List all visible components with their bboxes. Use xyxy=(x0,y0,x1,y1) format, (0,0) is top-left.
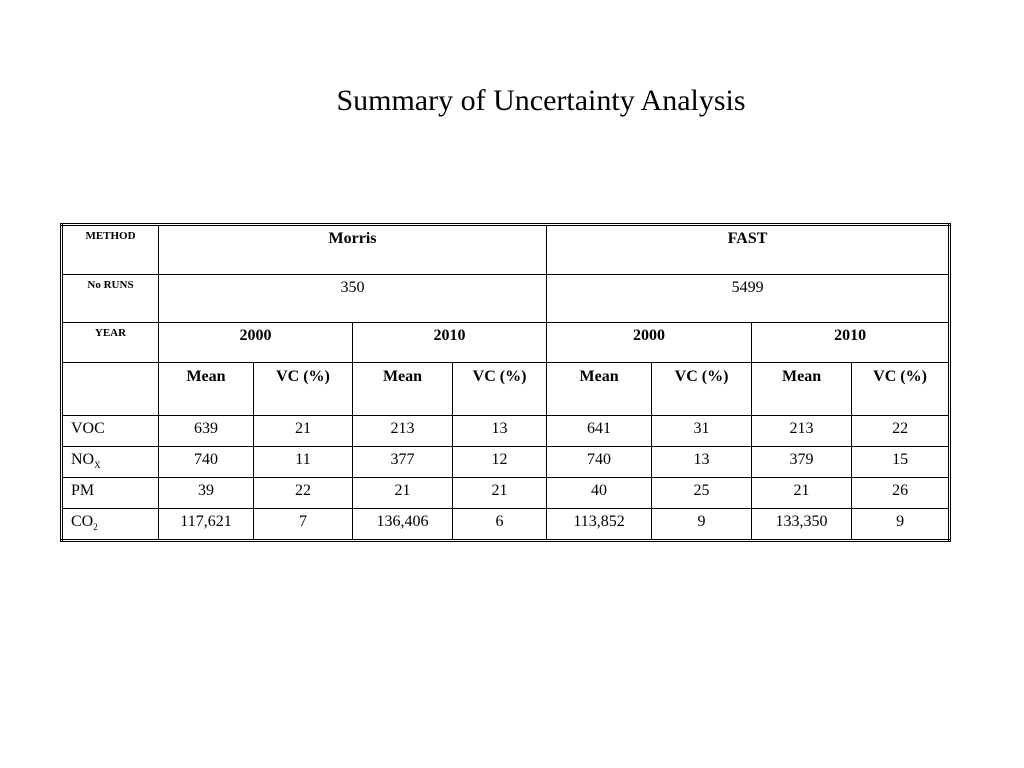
value-cell: 13 xyxy=(651,446,753,478)
stat-header: Mean xyxy=(546,362,653,416)
uncertainty-table: METHOD Morris FAST No RUNS 350 5499 YEAR… xyxy=(60,223,952,542)
value-cell: 25 xyxy=(651,477,753,509)
value-cell: 40 xyxy=(546,477,653,509)
value-cell: 9 xyxy=(651,508,753,541)
row-label-text: CO xyxy=(71,513,94,530)
runs: 350 xyxy=(157,274,548,323)
data-row: VOC 639 21 213 13 641 31 213 22 xyxy=(61,415,951,447)
row-label-text: PM xyxy=(71,482,95,499)
year: 2000 xyxy=(158,322,353,363)
value-cell: 31 xyxy=(651,415,753,447)
value-cell: 12 xyxy=(451,446,548,478)
row-label-text: VOC xyxy=(71,420,105,437)
runs-row: No RUNS 350 5499 xyxy=(61,274,951,323)
value-cell: 213 xyxy=(352,415,453,447)
method: FAST xyxy=(546,224,951,275)
row-label: CO2 xyxy=(61,508,159,541)
data-row: PM 39 22 21 21 40 25 21 26 xyxy=(61,477,951,509)
value-cell: 377 xyxy=(352,446,453,478)
stat-row: Mean VC (%) Mean VC (%) Mean VC (%) Mean VC (%) xyxy=(61,362,951,416)
value-cell: 22 xyxy=(851,415,951,447)
year-label: YEAR xyxy=(61,322,159,363)
row-label-text: NO xyxy=(71,451,95,468)
row-label: VOC xyxy=(61,415,159,447)
value-cell: 740 xyxy=(546,446,653,478)
value-cell: 133,350 xyxy=(751,508,853,541)
value-cell: 379 xyxy=(751,446,853,478)
stat-header: Mean xyxy=(751,362,853,416)
method-label: METHOD xyxy=(61,224,159,275)
data-row: CO2 117,621 7 136,406 6 113,852 9 133,350 9 xyxy=(61,508,951,541)
value-cell: 740 xyxy=(158,446,254,478)
value-cell: 213 xyxy=(751,415,853,447)
stat-header: VC (%) xyxy=(851,362,951,416)
year: 2010 xyxy=(351,322,548,363)
data-row: NOX 740 11 377 12 740 13 379 15 xyxy=(61,446,951,478)
slide-title: Summary of Uncertainty Analysis xyxy=(336,84,746,117)
year: 2010 xyxy=(751,322,951,363)
empty-cell xyxy=(61,362,159,416)
row-label-subscript: X xyxy=(94,460,101,471)
value-cell: 6 xyxy=(451,508,548,541)
value-cell: 39 xyxy=(158,477,254,509)
value-cell: 136,406 xyxy=(352,508,453,541)
stat-header: Mean xyxy=(352,362,453,416)
value-cell: 21 xyxy=(352,477,453,509)
row-label-subscript: 2 xyxy=(93,522,98,533)
value-cell: 21 xyxy=(751,477,853,509)
value-cell: 21 xyxy=(253,415,353,447)
value-cell: 117,621 xyxy=(158,508,254,541)
row-label: NOX xyxy=(61,446,159,478)
stat-header: VC (%) xyxy=(253,362,353,416)
value-cell: 22 xyxy=(253,477,353,509)
stat-header: Mean xyxy=(158,362,254,416)
value-cell: 639 xyxy=(158,415,254,447)
stat-header: VC (%) xyxy=(651,362,753,416)
runs-label: No RUNS xyxy=(61,274,159,323)
value-cell: 15 xyxy=(851,446,951,478)
value-cell: 641 xyxy=(546,415,653,447)
runs: 5499 xyxy=(546,274,951,323)
value-cell: 21 xyxy=(451,477,548,509)
method-row: METHOD Morris FAST xyxy=(61,224,951,275)
value-cell: 113,852 xyxy=(546,508,653,541)
year-row: YEAR 2000 2010 2000 2010 xyxy=(61,322,951,363)
value-cell: 7 xyxy=(253,508,353,541)
value-cell: 13 xyxy=(451,415,548,447)
value-cell: 26 xyxy=(851,477,951,509)
value-cell: 9 xyxy=(851,508,951,541)
stat-header: VC (%) xyxy=(451,362,548,416)
year: 2000 xyxy=(546,322,753,363)
value-cell: 11 xyxy=(253,446,353,478)
row-label: PM xyxy=(61,477,159,509)
method: Morris xyxy=(157,224,548,275)
